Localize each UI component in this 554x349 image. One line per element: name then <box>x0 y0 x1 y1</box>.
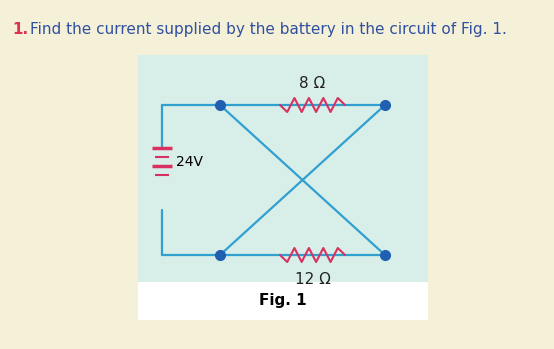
Text: Find the current supplied by the battery in the circuit of Fig. 1.: Find the current supplied by the battery… <box>30 22 507 37</box>
Text: 12 Ω: 12 Ω <box>295 273 330 288</box>
Text: 24V: 24V <box>176 155 203 169</box>
Bar <box>138 55 428 320</box>
Text: 1.: 1. <box>12 22 28 37</box>
Text: Fig. 1: Fig. 1 <box>259 294 307 309</box>
Text: 8 Ω: 8 Ω <box>299 75 326 90</box>
Bar <box>138 282 428 320</box>
